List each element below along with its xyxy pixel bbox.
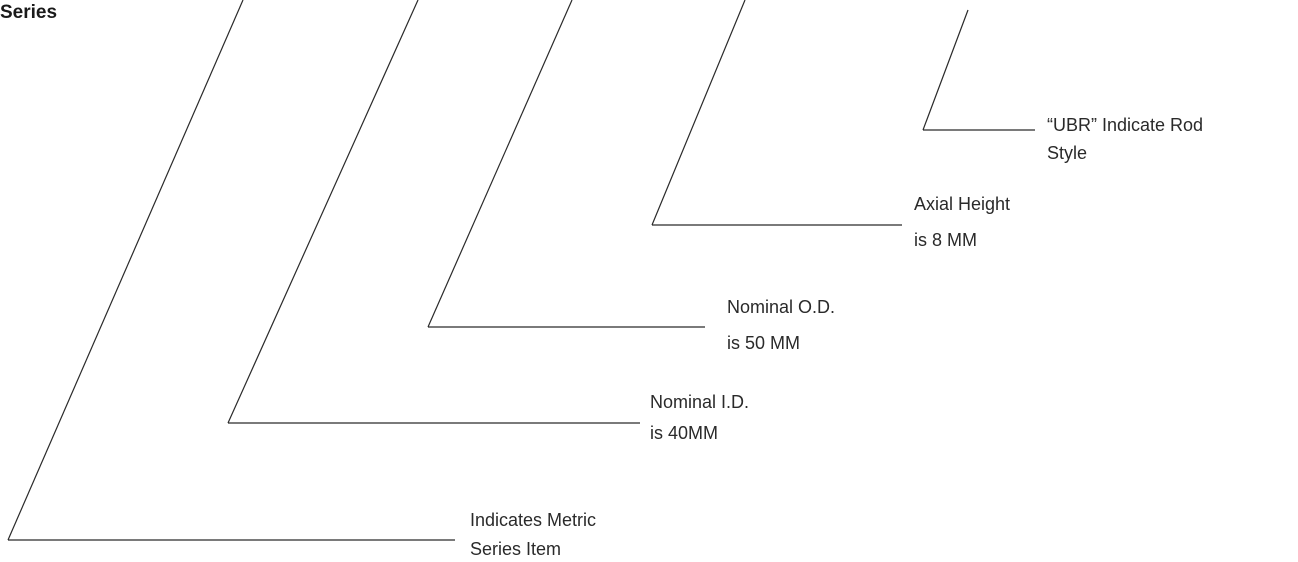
callout-label: Nominal I.D. is 40MM: [650, 392, 754, 443]
callout-label-line-2: is 40MM: [650, 423, 718, 443]
leader-line-diagonal: [651, 0, 746, 226]
callout-label: Indicates Metric Series Item: [470, 510, 601, 559]
leader-line-diagonal: [922, 9, 969, 131]
callout-nominal-id: Nominal I.D. is 40MM: [227, 0, 754, 443]
callout-label-line-1: Axial Height: [914, 194, 1010, 214]
callout-label: Axial Height is 8 MM: [914, 194, 1015, 250]
callout-label: Nominal O.D. is 50 MM: [727, 297, 840, 353]
callout-metric-series: Indicates Metric Series Item: [7, 0, 601, 559]
callout-label-line-2: is 50 MM: [727, 333, 800, 353]
leader-line-diagonal: [7, 0, 244, 541]
callout-label: “UBR” Indicate Rod Style: [1047, 115, 1208, 163]
leader-line-diagonal: [227, 0, 419, 424]
callout-label-line-2: Series Item: [470, 539, 561, 559]
leader-line-diagonal: [427, 0, 573, 328]
callout-rod-style: “UBR” Indicate Rod Style: [922, 9, 1208, 163]
series-heading: Series: [0, 2, 57, 23]
callout-nominal-od: Nominal O.D. is 50 MM: [427, 0, 840, 353]
callout-axial-height: Axial Height is 8 MM: [651, 0, 1015, 250]
callout-label-line-1: Nominal O.D.: [727, 297, 835, 317]
callout-label-line-1: Indicates Metric: [470, 510, 596, 530]
callout-label-line-1: “UBR” Indicate Rod: [1047, 115, 1203, 135]
callout-label-line-1: Nominal I.D.: [650, 392, 749, 412]
callout-label-line-2: is 8 MM: [914, 230, 977, 250]
callout-label-line-2: Style: [1047, 143, 1087, 163]
